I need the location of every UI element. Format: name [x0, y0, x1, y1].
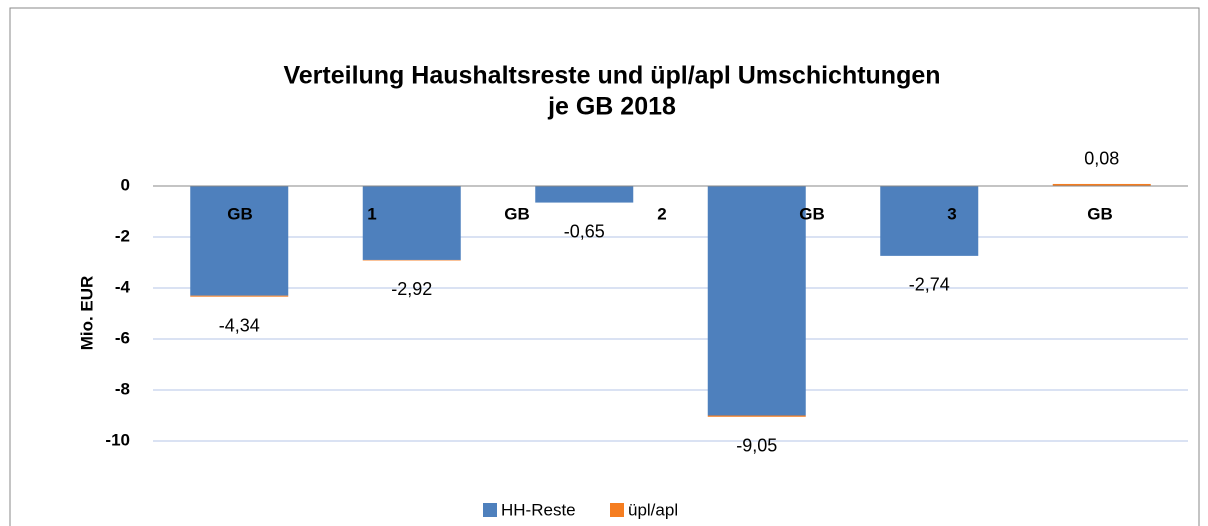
chart-title: Verteilung Haushaltsreste und üpl/apl Um…	[283, 62, 940, 90]
legend-swatch	[483, 503, 497, 517]
x-tick-label: GB	[1087, 204, 1113, 223]
y-tick-label: -4	[115, 277, 131, 296]
y-tick-label: -10	[105, 430, 130, 449]
bar	[190, 295, 289, 297]
bar	[362, 259, 461, 261]
data-label: -2,74	[909, 275, 950, 295]
data-label: -0,65	[564, 221, 605, 241]
legend-label: üpl/apl	[628, 500, 678, 519]
bar	[1052, 183, 1151, 186]
y-tick-label: -8	[115, 379, 130, 398]
chart-title: je GB 2018	[547, 93, 676, 121]
x-tick-label: 2	[657, 204, 666, 223]
data-label: 0,08	[1084, 149, 1119, 169]
bar	[707, 186, 806, 416]
bar	[535, 186, 634, 203]
y-tick-label: -2	[115, 226, 130, 245]
bar	[707, 415, 806, 417]
data-label: -2,92	[391, 279, 432, 299]
legend-label: HH-Reste	[501, 500, 576, 519]
x-tick-label: GB	[504, 204, 530, 223]
data-label: -9,05	[736, 436, 777, 456]
y-axis-title: Mio. EUR	[77, 276, 96, 351]
legend-swatch	[610, 503, 624, 517]
x-tick-label: 3	[947, 204, 956, 223]
x-tick-label: GB	[799, 204, 825, 223]
y-tick-label: 0	[121, 175, 130, 194]
bar	[880, 186, 979, 256]
x-tick-label: GB	[227, 204, 253, 223]
data-label: -4,34	[219, 315, 260, 335]
bar	[190, 186, 289, 296]
y-tick-label: -6	[115, 328, 130, 347]
bar	[362, 186, 461, 260]
x-tick-label: 1	[367, 204, 376, 223]
